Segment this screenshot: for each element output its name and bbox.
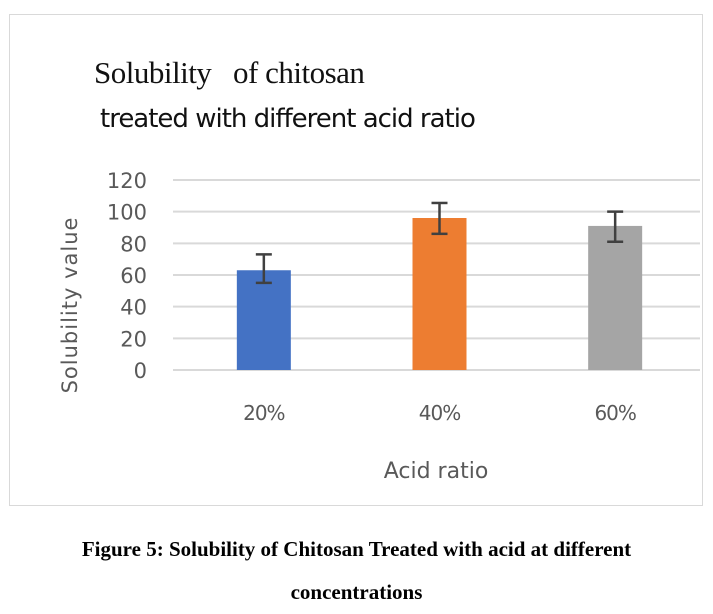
x-axis-label: Acid ratio	[384, 459, 489, 484]
y-tick-label: 0	[134, 359, 147, 383]
chart-frame	[9, 14, 703, 506]
y-tick-label: 120	[107, 169, 147, 193]
chart-title-line1: Solubility of chitosan	[94, 55, 365, 90]
x-tick-label: 60%	[594, 401, 635, 425]
y-tick-label: 20	[120, 327, 147, 351]
bar-60pct	[588, 225, 643, 370]
chart-title-line2: treated with different acid ratio	[100, 104, 476, 134]
error-bars	[255, 201, 624, 285]
figure-caption-line1: Figure 5: Solubility of Chitosan Treated…	[81, 537, 632, 561]
bar-20pct	[236, 270, 291, 370]
error-bar	[607, 210, 624, 243]
y-tick-label: 80	[120, 232, 147, 256]
x-tick-label: 40%	[419, 401, 460, 425]
x-tick-label: 20%	[243, 401, 284, 425]
y-tick-label: 40	[120, 296, 147, 320]
error-bar	[431, 201, 448, 236]
bar-40pct	[412, 218, 467, 370]
figure-caption-line2: concentrations	[290, 580, 423, 604]
y-tick-label: 100	[107, 201, 147, 225]
y-axis-label: Solubility value	[58, 217, 82, 394]
error-bar	[255, 253, 272, 285]
y-tick-labels: 0 20 40 60 80 100 120	[107, 169, 147, 383]
y-tick-label: 60	[120, 264, 147, 288]
bars	[236, 218, 643, 370]
x-tick-labels: 20% 40% 60%	[243, 401, 637, 425]
